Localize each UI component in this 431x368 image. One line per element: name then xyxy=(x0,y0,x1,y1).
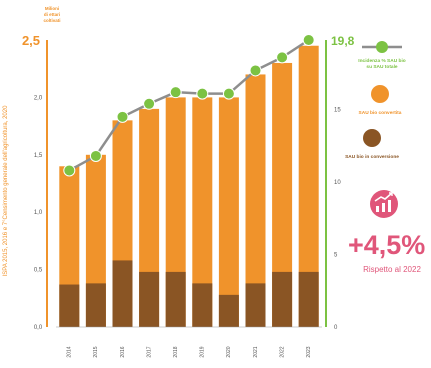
y-tick-label-left: 1,5 xyxy=(34,153,43,159)
line-point xyxy=(169,86,182,99)
bar-conversion xyxy=(218,294,239,327)
bar-conversion xyxy=(165,271,186,327)
legend-label-incidenza: Incidenza % SAU bio su SAU totale xyxy=(358,58,406,70)
bar-conversion xyxy=(298,271,319,327)
bar-conversion xyxy=(272,271,293,327)
y-tick-label-left: 0,0 xyxy=(34,325,43,331)
x-tick-label: 2016 xyxy=(120,346,126,357)
y-tick-label-left: 1,0 xyxy=(34,210,43,216)
x-tick-label: 2023 xyxy=(306,346,312,357)
growth-caption: Rispetto al 2022 xyxy=(363,265,421,274)
y-tick-label-right: 19,8 xyxy=(331,34,355,48)
bar-conversion xyxy=(245,283,266,327)
x-tick-label: 2015 xyxy=(93,346,99,357)
line-point xyxy=(63,164,76,177)
y-tick-label-left: 2,0 xyxy=(34,95,43,101)
line-incidenza xyxy=(68,38,310,172)
legend-point-swatch xyxy=(376,41,388,53)
bar-layer xyxy=(59,45,319,328)
x-tick-label: 2019 xyxy=(200,346,206,357)
line-point xyxy=(276,51,289,64)
bar-total xyxy=(165,97,186,328)
line-point xyxy=(196,87,209,100)
chart-growth-icon xyxy=(370,190,398,218)
line-point xyxy=(249,64,262,77)
bar-total xyxy=(245,74,266,327)
x-tick-label: 2020 xyxy=(226,346,232,357)
x-tick-label: 2022 xyxy=(279,346,285,357)
y-tick-label-left: 0,5 xyxy=(34,268,43,274)
y-axis-label: Milioni di ettari coltivati xyxy=(43,6,60,23)
x-tick-label: 2014 xyxy=(67,346,73,357)
y-tick-label-right: 15 xyxy=(334,108,341,114)
x-tick-label: 2017 xyxy=(146,346,152,357)
growth-percentage: +4,5% xyxy=(348,230,426,260)
bar-conversion xyxy=(192,283,213,327)
line-point xyxy=(222,87,235,100)
line-point xyxy=(89,149,102,162)
bar-total xyxy=(192,97,213,328)
legend-conversion-swatch xyxy=(363,129,381,147)
legend-total-swatch xyxy=(371,85,389,103)
bar-conversion xyxy=(112,260,133,327)
legend-label-conversion: SAU bio in conversione xyxy=(345,154,399,160)
bar-total xyxy=(272,62,293,328)
bar-total xyxy=(218,97,239,328)
legend-layer: Incidenza % SAU bio su SAU totale SAU bio … xyxy=(345,41,406,160)
axes-layer: 2014 2015 2016 2017 2018 2019 2020 2021 2022 2023… xyxy=(22,6,355,358)
bar-conversion xyxy=(59,284,80,327)
y-tick-label-right: 5 xyxy=(334,253,338,259)
legend-label-total: SAU bio convertita xyxy=(359,110,402,116)
source-note: ISPA 2015, 2016 e 7°Censimento generale … xyxy=(3,105,9,277)
bar-total xyxy=(298,45,319,328)
bar-conversion xyxy=(139,271,160,327)
y-tick-label-left: 2,5 xyxy=(22,33,40,48)
y-tick-label-right: 0 xyxy=(334,325,338,331)
line-point xyxy=(143,97,156,110)
line-point xyxy=(302,34,315,46)
bar-conversion xyxy=(85,283,106,327)
line-layer xyxy=(63,34,315,177)
line-point xyxy=(116,110,129,123)
y-tick-label-right: 10 xyxy=(334,180,341,186)
x-tick-label: 2018 xyxy=(173,346,179,357)
x-tick-label: 2021 xyxy=(253,346,259,357)
